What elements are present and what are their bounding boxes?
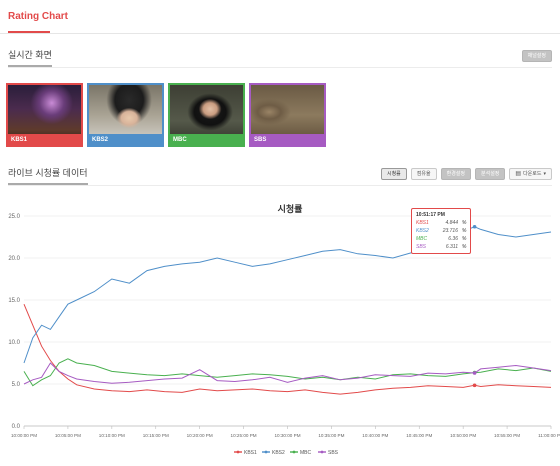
tooltip-value: 4.844 xyxy=(445,220,458,226)
download-icon: ▤ xyxy=(515,171,522,177)
active-tab-indicator xyxy=(8,31,50,33)
share-tab-button[interactable]: 점유율 xyxy=(410,167,437,180)
tooltip-value: 6.311 xyxy=(445,244,458,250)
tooltip-unit: % xyxy=(462,220,467,226)
x-tick-label: 10:15:00 PM xyxy=(143,433,169,438)
x-tick-label: 10:40:00 PM xyxy=(362,433,388,438)
rating-chart: 시청률 0.0 5.0 10.0 15.0 20.0 25.0 10:00:00 PM 10… xyxy=(0,196,560,461)
highlight-point-sbs xyxy=(472,371,477,375)
chart-tooltip: 10:51:17 PM KBS1 4.844 % KBS2 23.716 % M… xyxy=(411,208,472,254)
x-tick-label: 10:10:00 PM xyxy=(99,433,125,438)
channel-thumbnails: KBS1 KBS2 MBC SBS xyxy=(6,83,326,147)
app-header: Rating Chart xyxy=(0,0,560,34)
download-button[interactable]: ▤ 다운로드 ▾ xyxy=(509,167,552,180)
tooltip-name: SBS xyxy=(416,244,427,250)
legend-marker xyxy=(292,450,296,454)
y-axis: 0.0 5.0 10.0 15.0 20.0 25.0 xyxy=(8,214,20,430)
channel-settings-button[interactable]: 채널설정 xyxy=(521,49,552,62)
legend-marker xyxy=(264,450,268,454)
app-title-text: Rating Chart xyxy=(8,11,68,22)
y-tick-label: 15.0 xyxy=(8,298,20,304)
tooltip-unit: % xyxy=(462,236,467,242)
tooltip-unit: % xyxy=(462,228,467,234)
legend-label[interactable]: KBS2 xyxy=(272,450,285,456)
rating-tab-button[interactable]: 시청률 xyxy=(380,167,407,180)
y-tick-label: 20.0 xyxy=(8,256,20,262)
tooltip-name: MBC xyxy=(416,236,428,242)
thumbnail-kbs1[interactable]: KBS1 xyxy=(6,83,83,147)
x-tick-label: 10:30:00 PM xyxy=(274,433,300,438)
tooltip-row-sbs: SBS 6.311 % xyxy=(416,243,466,251)
x-tick-label: 11:00:00 PM xyxy=(538,433,560,438)
x-tick-label: 10:45:00 PM xyxy=(406,433,432,438)
chart-series xyxy=(23,224,552,395)
x-axis: 10:00:00 PM 10:05:00 PM 10:10:00 PM 10:15:0… xyxy=(11,426,560,438)
tooltip-unit: % xyxy=(462,244,467,250)
highlight-point-kbs2 xyxy=(472,224,477,229)
x-tick-label: 10:20:00 PM xyxy=(187,433,213,438)
tooltip-name: KBS1 xyxy=(416,220,429,226)
legend-marker xyxy=(320,450,324,454)
x-tick-label: 10:00:00 PM xyxy=(11,433,37,438)
thumbnail-label: KBS1 xyxy=(8,134,81,145)
x-tick-label: 10:35:00 PM xyxy=(318,433,344,438)
tooltip-value: 6.36 xyxy=(448,236,458,242)
chart-legend: KBS1 KBS2 MBC SBS xyxy=(234,450,339,456)
legend-label[interactable]: KBS1 xyxy=(244,450,257,456)
tooltip-value: 23.716 xyxy=(442,228,458,234)
legend-label[interactable]: SBS xyxy=(328,450,339,456)
chart-grid xyxy=(24,215,551,427)
thumbnail-kbs2[interactable]: KBS2 xyxy=(87,83,164,147)
y-tick-label: 25.0 xyxy=(8,214,20,220)
data-section-header: 라이브 시청률 데이터 시청률 점유율 환경설정 분석설정 ▤ 다운로드 ▾ xyxy=(8,166,552,186)
x-tick-label: 10:50:00 PM xyxy=(450,433,476,438)
live-section-title: 실시간 화면 xyxy=(8,48,52,67)
chart-title: 시청률 xyxy=(278,203,303,214)
thumbnail-sbs[interactable]: SBS xyxy=(249,83,326,147)
tooltip-name: KBS2 xyxy=(416,228,429,234)
app-title[interactable]: Rating Chart xyxy=(8,11,68,33)
thumbnail-label: KBS2 xyxy=(89,134,162,145)
analysis-settings-button[interactable]: 분석설정 xyxy=(475,167,506,180)
thumbnail-label: SBS xyxy=(251,134,324,145)
data-section-title: 라이브 시청률 데이터 xyxy=(8,166,88,185)
thumbnail-label: MBC xyxy=(170,134,243,145)
environment-settings-button[interactable]: 환경설정 xyxy=(440,167,471,180)
x-tick-label: 10:25:00 PM xyxy=(231,433,257,438)
y-tick-label: 0.0 xyxy=(12,424,21,430)
tooltip-row-kbs2: KBS2 23.716 % xyxy=(416,227,466,235)
series-line-sbs xyxy=(23,362,552,385)
legend-label[interactable]: MBC xyxy=(300,450,312,456)
tooltip-time: 10:51:17 PM xyxy=(416,212,445,218)
y-tick-label: 10.0 xyxy=(8,340,20,346)
series-line-kbs1 xyxy=(23,304,552,395)
x-tick-label: 10:05:00 PM xyxy=(55,433,81,438)
thumbnail-mbc[interactable]: MBC xyxy=(168,83,245,147)
highlight-point-kbs1 xyxy=(472,383,477,388)
live-section-header: 실시간 화면 채널설정 xyxy=(8,48,552,68)
chart-svg: 시청률 0.05.010.015.020.025.0 10:00:00 PM 10… xyxy=(8,203,560,456)
x-tick-label: 10:55:00 PM xyxy=(494,433,520,438)
series-line-mbc xyxy=(23,358,552,387)
y-tick-label: 5.0 xyxy=(12,382,21,388)
download-label: 다운로드 xyxy=(523,171,542,177)
tooltip-row-kbs1: KBS1 4.844 % xyxy=(416,219,466,227)
series-line-kbs2 xyxy=(23,226,552,364)
tooltip-row-mbc: MBC 6.36 % xyxy=(416,235,466,243)
chevron-down-icon: ▾ xyxy=(543,170,546,177)
legend-marker xyxy=(236,450,240,454)
